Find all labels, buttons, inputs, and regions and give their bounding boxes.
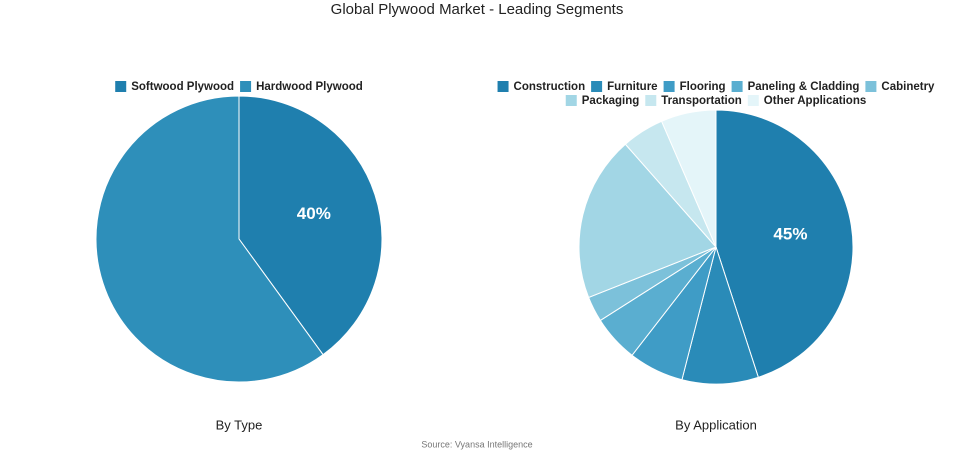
- legend-item: Paneling & Cladding: [731, 81, 860, 93]
- legend-item: Furniture: [591, 81, 658, 93]
- legend-swatch: [747, 95, 759, 106]
- legend-swatch: [591, 81, 603, 92]
- legend-label: Construction: [514, 81, 586, 93]
- legend-item: Softwood Plywood: [115, 81, 234, 93]
- legend-label: Hardwood Plywood: [256, 81, 363, 93]
- legend-item: Cabinetry: [865, 81, 935, 93]
- legend-swatch: [645, 95, 657, 106]
- legend-swatch: [565, 95, 577, 106]
- legend-label: Softwood Plywood: [131, 81, 234, 93]
- pie-slice: [238, 95, 383, 356]
- legend-label: Packaging: [582, 95, 640, 107]
- source: Source: Vyansa Intelligence: [421, 439, 532, 449]
- legend-item: Packaging: [565, 95, 640, 107]
- legend-item: Transportation: [645, 95, 742, 107]
- legend-label: Paneling & Cladding: [748, 81, 860, 93]
- legend-label: Flooring: [680, 81, 726, 93]
- legend-swatch: [115, 81, 127, 92]
- pie-slice: [715, 109, 854, 378]
- data-label: 40%: [297, 204, 331, 223]
- legend-swatch: [240, 81, 252, 92]
- pie-title: By Type: [216, 417, 263, 432]
- pie-slice: [660, 109, 717, 248]
- legend-label: Other Applications: [764, 95, 866, 107]
- legend-item: Hardwood Plywood: [240, 81, 363, 93]
- legend-swatch: [731, 81, 743, 92]
- chart-title: Global Plywood Market - Leading Segments: [331, 1, 624, 18]
- legend-label: Furniture: [607, 81, 657, 93]
- legend-item: Other Applications: [747, 95, 866, 107]
- data-label: 45%: [773, 225, 807, 244]
- pie-title: By Application: [675, 417, 757, 432]
- legend-swatch: [663, 81, 675, 92]
- legend-label: Transportation: [661, 95, 742, 107]
- legend-swatch: [865, 81, 877, 92]
- legend-item: Construction: [497, 81, 586, 93]
- pie-slice: [578, 143, 717, 299]
- legend-swatch: [497, 81, 509, 92]
- legend-item: Flooring: [663, 81, 726, 93]
- legend-label: Cabinetry: [881, 81, 935, 93]
- pie-slice: [95, 95, 324, 383]
